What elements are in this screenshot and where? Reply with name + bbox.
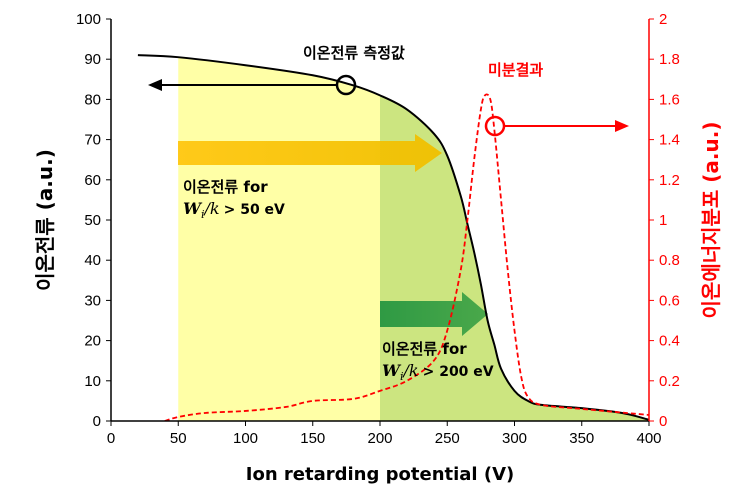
x-tick-label: 250: [435, 430, 460, 447]
series-line-2: [164, 93, 649, 421]
x-tick-label: 50: [170, 430, 187, 447]
measured-marker-circle: [335, 74, 357, 96]
x-tick-label: 300: [502, 430, 527, 447]
x-axis-title: Ion retarding potential (V): [246, 464, 515, 485]
y-tick-label: 30: [84, 292, 101, 309]
region2-label: 이온전류 for: [382, 340, 467, 358]
region2-div: /k: [402, 361, 419, 380]
y-tick-label: 20: [84, 333, 101, 350]
x-tick-label: 0: [107, 430, 115, 447]
y2-tick-label: 0.4: [659, 333, 680, 350]
region1-label: 이온전류 for: [183, 178, 268, 196]
y2-axis-title: 이온에너지분포 (a.u.): [699, 122, 723, 319]
y-tick-label: 0: [93, 413, 101, 430]
x-tick-label: 200: [367, 430, 392, 447]
y2-tick-label: 0.2: [659, 373, 680, 390]
y2-tick-label: 1.8: [659, 51, 680, 68]
y2-tick-label: 0.8: [659, 252, 680, 269]
green-arrow-shape: [380, 292, 488, 336]
region1-sub: i: [201, 208, 205, 221]
y-tick-label: 70: [84, 132, 101, 149]
y2-tick-label: 1.2: [659, 172, 680, 189]
region2-condition: Wi/k > 200 eV: [382, 361, 494, 383]
y2-tick-label: 1: [659, 212, 667, 229]
y-tick-label: 80: [84, 91, 101, 108]
shaded-region-2: [380, 95, 649, 421]
y2-tick-label: 1.4: [659, 132, 680, 149]
region2-var: W: [382, 361, 402, 380]
measured-label: 이온전류 측정값: [303, 44, 405, 62]
y-tick-label: 10: [84, 373, 101, 390]
yellow-arrow-shape: [178, 134, 442, 172]
region2-sub: i: [400, 370, 404, 383]
region1-div: /k: [203, 199, 220, 218]
series-layer: [137, 54, 649, 421]
region1-condition: Wi/k > 50 eV: [183, 199, 285, 221]
y-axis-title: 이온전류 (a.u.): [33, 149, 57, 291]
ticks: 0 50 100 150 200 250 300 350 4000102030405060708…: [76, 11, 680, 447]
right-pointer-head: [615, 120, 629, 132]
y2-tick-label: 0: [659, 413, 667, 430]
y-tick-label: 90: [84, 51, 101, 68]
left-pointer-head: [148, 79, 162, 91]
y-tick-label: 60: [84, 172, 101, 189]
x-tick-label: 350: [569, 430, 594, 447]
y-tick-label: 100: [76, 11, 101, 28]
y2-tick-label: 2: [659, 11, 667, 28]
diff-marker-circle: [484, 115, 506, 137]
y2-tick-label: 1.6: [659, 91, 680, 108]
region1-value: > 50 eV: [224, 202, 285, 218]
x-tick-label: 100: [233, 430, 258, 447]
shaded-region-1: [178, 57, 380, 421]
y-tick-label: 50: [84, 212, 101, 229]
series-line-1: [137, 54, 649, 421]
x-tick-label: 400: [636, 430, 661, 447]
region1-var: W: [183, 199, 203, 218]
diff-label: 미분결과: [488, 61, 543, 79]
region2-value: > 200 eV: [423, 364, 494, 380]
x-tick-label: 150: [300, 430, 325, 447]
y2-tick-label: 0.6: [659, 292, 680, 309]
y-tick-label: 40: [84, 252, 101, 269]
